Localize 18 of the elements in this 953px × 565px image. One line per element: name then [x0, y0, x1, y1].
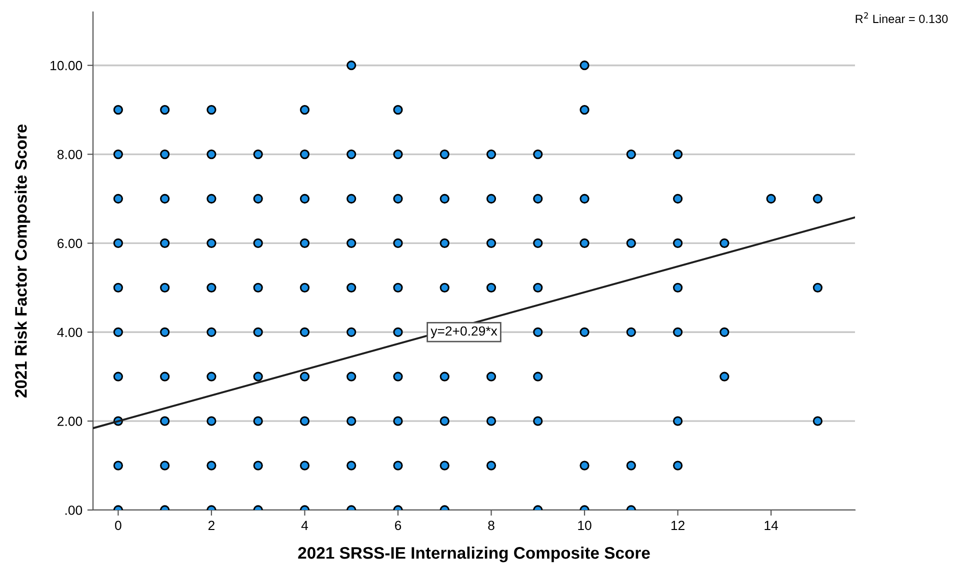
y-axis-title: 2021 Risk Factor Composite Score [14, 124, 30, 398]
x-tick-label: 4 [301, 520, 308, 530]
text: R$^{2}$ Linear = 0.130 [856, 12, 948, 24]
y-tick-label: .00 [65, 506, 82, 515]
x-tick-label: 2 [208, 520, 214, 530]
x-tick-label: 8 [488, 520, 494, 530]
y-tick-label: 6.00 [58, 238, 82, 248]
x-tick-label: 10 [578, 520, 592, 530]
x-axis-title: 2021 SRSS-IE Internalizing Composite Score [298, 546, 650, 562]
y-tick-label: 8.00 [57, 150, 82, 160]
x-tick-label: 14 [764, 520, 778, 530]
x-tick-label: 0 [115, 520, 122, 530]
annotation: y=2+0.29*x [430, 326, 498, 338]
x-tick-label: 6 [394, 520, 402, 530]
y-tick-label: 4.00 [57, 328, 82, 338]
y-tick-label: 2.00 [58, 416, 82, 426]
x-tick-label: 12 [671, 520, 684, 530]
y-tick-label: 10.00 [50, 60, 82, 70]
